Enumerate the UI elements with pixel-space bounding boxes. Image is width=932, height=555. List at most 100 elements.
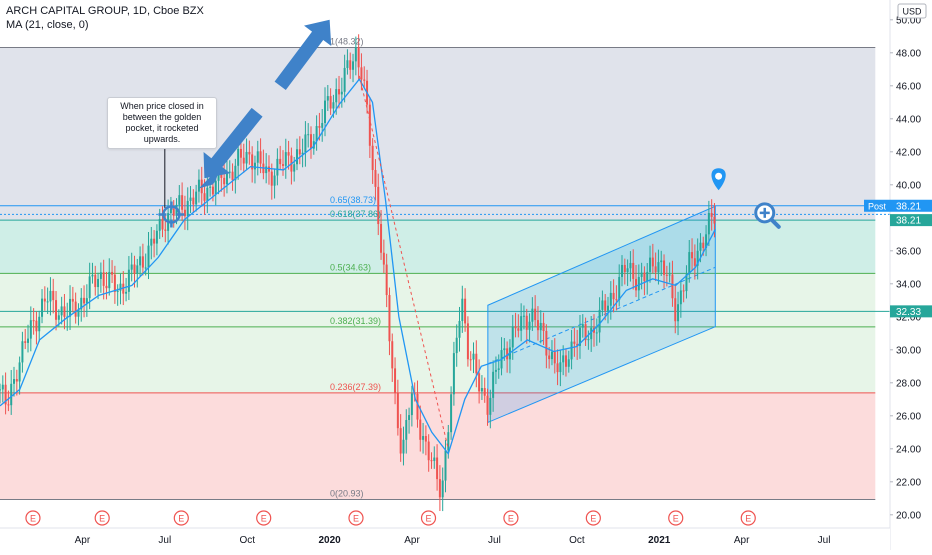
candle-body [304, 134, 307, 153]
candle-body [674, 298, 677, 322]
candle-body [181, 195, 184, 210]
candle-body [455, 337, 458, 354]
candle-body [368, 104, 371, 146]
candle-body [430, 460, 433, 462]
candle-body [607, 305, 610, 311]
candle-body [550, 351, 553, 360]
earnings-label: E [426, 514, 432, 524]
time-tick-label: Oct [239, 535, 255, 546]
pin-hole [715, 172, 723, 180]
candle-body [486, 395, 489, 415]
earnings-label: E [745, 514, 751, 524]
candle-body [46, 301, 49, 303]
candle-body [357, 47, 360, 68]
chart-title: ARCH CAPITAL GROUP, 1D, Cboe BZX [6, 5, 204, 17]
price-tick-label: 42.00 [896, 147, 921, 158]
candle-body [265, 166, 268, 174]
candle-body [338, 89, 341, 95]
price-tick-label: 40.00 [896, 180, 921, 191]
candle-body [637, 276, 640, 291]
candle-body [60, 306, 63, 316]
candle-body [699, 242, 702, 251]
candle-body [172, 208, 175, 216]
earnings-marker [420, 510, 437, 526]
candle-body [69, 298, 72, 317]
price-tick-label: 28.00 [896, 378, 921, 389]
candle-body [492, 371, 495, 398]
candle-body [452, 353, 455, 395]
candle-body [679, 290, 682, 305]
candle-body [475, 353, 478, 374]
candle-body [102, 272, 105, 286]
fib-bands [0, 47, 876, 500]
candle-body [489, 397, 492, 415]
candle-body [203, 193, 206, 201]
candle-body [707, 212, 710, 235]
projection-line [358, 75, 449, 449]
candle-body [601, 300, 604, 310]
earnings-marker [173, 510, 189, 526]
candle-body [242, 157, 245, 164]
price-tick-label: 48.00 [896, 48, 921, 59]
candle-body [536, 320, 539, 331]
candle-body [197, 179, 200, 192]
candle-body [520, 316, 523, 331]
candle-body [685, 274, 688, 292]
candle-body [55, 300, 58, 320]
fib-label: 0.65(38.73) [330, 195, 376, 205]
candle-body [94, 274, 97, 288]
candle-body [450, 394, 453, 433]
candle-body [136, 265, 139, 274]
candle-body [318, 126, 321, 128]
candle-body [211, 186, 214, 195]
candle-body [35, 320, 38, 332]
candle-body [654, 266, 657, 273]
candle-body [105, 285, 108, 289]
candle-body [155, 230, 158, 244]
earnings-label: E [508, 514, 514, 524]
candle-body [248, 151, 251, 155]
candle-body [447, 432, 450, 451]
candle-body [192, 197, 195, 205]
candle-body [688, 252, 691, 275]
indicator-legend: MA (21, close, 0) [6, 19, 89, 31]
candle-body [466, 323, 469, 360]
fib-label: 0.236(27.39) [330, 382, 381, 392]
candle-body [0, 389, 1, 391]
candle-body [578, 327, 581, 346]
fib-label: 0(20.93) [330, 488, 364, 498]
candle-body [609, 292, 612, 306]
candle-body [158, 218, 161, 231]
candle-body [671, 274, 674, 299]
candle-body [52, 290, 55, 301]
arrow-1 [274, 19, 332, 90]
candle-body [139, 256, 142, 266]
candle-body [284, 152, 287, 166]
candle-body [643, 272, 646, 282]
candle-body [340, 91, 343, 95]
fib-label: 1(48.32) [330, 37, 364, 47]
candle-body [604, 300, 607, 311]
candle-body [310, 134, 313, 149]
candle-body [632, 262, 635, 279]
candle-body [564, 355, 567, 367]
candle-body [113, 274, 116, 292]
earnings-marker [740, 510, 756, 526]
candle-body [169, 208, 172, 214]
candle-body [503, 348, 506, 351]
price-tick-label: 46.00 [896, 81, 921, 92]
price-tick-label: 50.00 [896, 15, 921, 26]
candle-body [189, 197, 192, 201]
earnings-marker [25, 510, 41, 526]
candle-body [539, 322, 542, 331]
candle-body [570, 341, 573, 360]
candle-body [514, 326, 517, 329]
candle-body [618, 276, 621, 301]
annotation-callout[interactable]: When price closed in between the golden … [107, 97, 217, 149]
candle-body [416, 393, 419, 420]
candle-body [332, 102, 335, 109]
candle-body [388, 295, 391, 342]
candle-body [153, 238, 156, 244]
candle-body [663, 260, 666, 275]
earnings-marker [585, 510, 601, 526]
